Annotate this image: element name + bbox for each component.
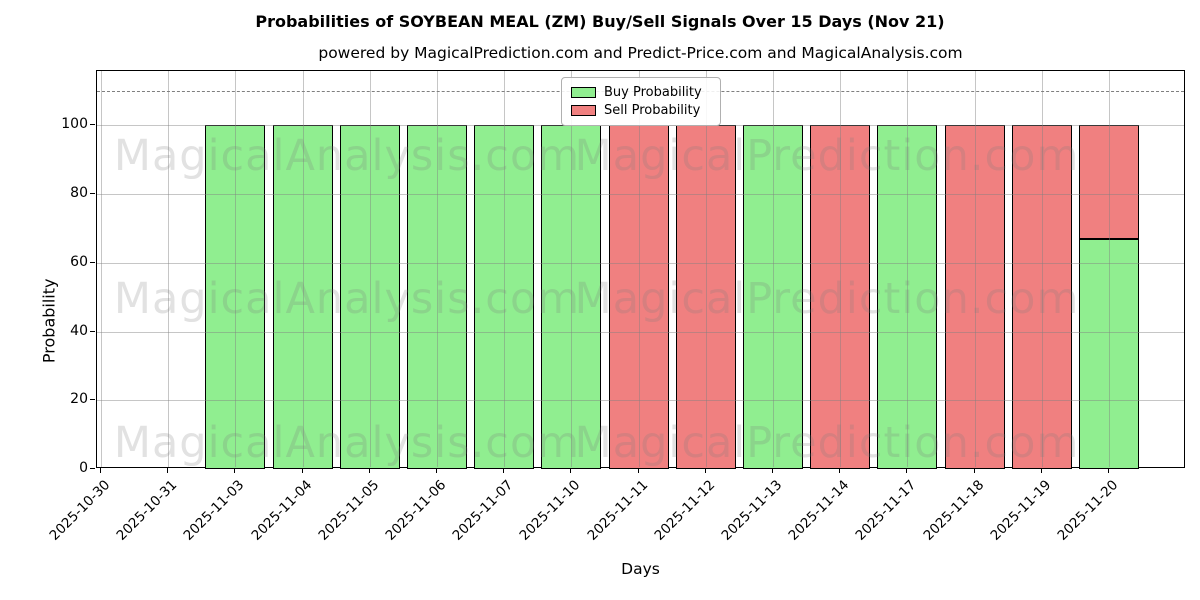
xtick-mark-2025-11-10 [570,468,572,473]
gridline-y-20 [97,400,1184,402]
gridline-x-2025-11-12 [705,71,707,467]
chart-subtitle: powered by MagicalPrediction.com and Pre… [318,44,963,62]
xtick-label-2025-11-10: 2025-11-10 [516,477,584,544]
xtick-mark-2025-11-14 [839,468,841,473]
x-axis-label: Days [621,560,660,578]
sell-bar-2025-11-11 [608,125,669,469]
sell-bar-2025-11-12 [675,125,736,469]
legend-label-sell: Sell Probability [604,103,701,118]
legend-entry-sell: Sell Probability [571,102,711,119]
xtick-label-2025-11-03: 2025-11-03 [180,477,248,544]
gridline-x-2025-11-17 [907,71,909,467]
ytick-mark-100 [90,124,95,126]
sell-bar-2025-11-20 [1079,125,1139,239]
xtick-label-2025-11-20: 2025-11-20 [1054,477,1122,544]
gridline-x-2025-11-10 [571,71,573,467]
xtick-label-2025-11-05: 2025-11-05 [315,477,383,544]
gridline-x-2025-11-03 [235,71,237,467]
gridline-x-2025-11-11 [638,71,640,467]
buy-bar-2025-11-04 [272,125,333,469]
gridline-x-2025-11-05 [369,71,371,467]
xtick-mark-2025-11-07 [503,468,505,473]
watermark-text: MagicalAnalysis.com [113,418,581,468]
buy-bar-2025-11-20 [1079,238,1139,469]
gridline-y-40 [97,331,1184,333]
xtick-label-2025-11-13: 2025-11-13 [718,477,786,544]
xtick-label-2025-11-12: 2025-11-12 [651,477,719,544]
ytick-label-40: 40 [70,322,88,339]
watermark-text: MagicalAnalysis.com [113,131,581,181]
sell-bar-2025-11-14 [810,125,871,469]
watermark-text: MagicalAnalysis.com [113,274,581,324]
sell-swatch-icon [571,105,596,116]
buy-swatch-icon [571,87,596,98]
xtick-label-2025-11-04: 2025-11-04 [248,477,315,544]
xtick-mark-2025-11-12 [704,468,706,473]
ytick-mark-0 [90,468,95,469]
xtick-mark-2025-11-04 [301,468,303,473]
gridline-x-2025-11-07 [504,71,506,467]
gridline-x-2025-10-30 [101,71,102,467]
xtick-mark-2025-11-18 [973,468,975,473]
xtick-label-2025-10-31: 2025-10-31 [113,477,181,544]
watermark-text: MagicalPrediction.com [574,418,1080,468]
gridline-x-2025-11-13 [773,71,774,467]
xtick-mark-2025-11-03 [234,468,236,473]
xtick-mark-2025-11-13 [772,468,773,473]
xtick-mark-2025-11-20 [1108,468,1109,473]
xtick-mark-2025-11-17 [906,468,908,473]
gridline-x-2025-11-06 [437,71,438,467]
ytick-label-100: 100 [61,116,88,133]
xtick-label-2025-10-30: 2025-10-30 [46,477,114,544]
ytick-mark-20 [90,399,95,401]
buy-bar-2025-11-07 [474,125,535,469]
ytick-label-20: 20 [70,391,88,408]
gridline-x-2025-10-31 [168,71,170,467]
legend-entry-buy: Buy Probability [571,84,711,101]
ytick-mark-40 [90,330,95,332]
watermark-text: MagicalPrediction.com [574,274,1080,324]
legend: Buy Probability Sell Probability [561,77,721,126]
buy-bar-2025-11-05 [339,125,400,469]
xtick-label-2025-11-07: 2025-11-07 [449,477,517,544]
ytick-mark-60 [90,261,95,263]
xtick-mark-2025-11-11 [637,468,639,473]
xtick-label-2025-11-19: 2025-11-19 [987,477,1055,544]
xtick-label-2025-11-17: 2025-11-17 [852,477,920,544]
gridline-x-2025-11-19 [1041,71,1043,467]
gridline-y-60 [97,262,1184,264]
plot-area: MagicalAnalysis.com MagicalPrediction.com… [96,70,1185,469]
xtick-mark-2025-11-19 [1040,468,1042,473]
gridline-x-2025-11-20 [1109,71,1110,467]
gridline-x-2025-11-14 [840,71,842,467]
xtick-mark-2025-10-30 [100,468,101,473]
xtick-mark-2025-11-05 [368,468,370,473]
ytick-label-80: 80 [70,185,88,202]
gridline-y-80 [97,194,1184,196]
gridline-x-2025-11-04 [302,71,304,467]
xtick-label-2025-11-06: 2025-11-06 [382,477,450,544]
ytick-mark-80 [90,193,95,195]
legend-label-buy: Buy Probability [604,85,702,100]
gridline-x-2025-11-18 [974,71,976,467]
xtick-label-2025-11-14: 2025-11-14 [785,477,853,544]
watermark-text: MagicalPrediction.com [574,131,1080,181]
ytick-label-0: 0 [79,460,88,476]
xtick-label-2025-11-11: 2025-11-11 [584,477,651,544]
xtick-mark-2025-10-31 [167,468,169,473]
sell-bar-2025-11-18 [944,125,1005,469]
sell-bar-2025-11-19 [1011,125,1072,469]
xtick-mark-2025-11-06 [436,468,437,473]
buy-bar-2025-11-13 [743,125,803,469]
chart-title: Probabilities of SOYBEAN MEAL (ZM) Buy/S… [255,12,945,31]
buy-bar-2025-11-03 [205,125,266,469]
xtick-label-2025-11-18: 2025-11-18 [920,477,987,544]
buy-bar-2025-11-17 [877,125,938,469]
buy-bar-2025-11-06 [407,125,467,469]
buy-bar-2025-11-10 [541,125,602,469]
ytick-label-60: 60 [70,253,88,270]
